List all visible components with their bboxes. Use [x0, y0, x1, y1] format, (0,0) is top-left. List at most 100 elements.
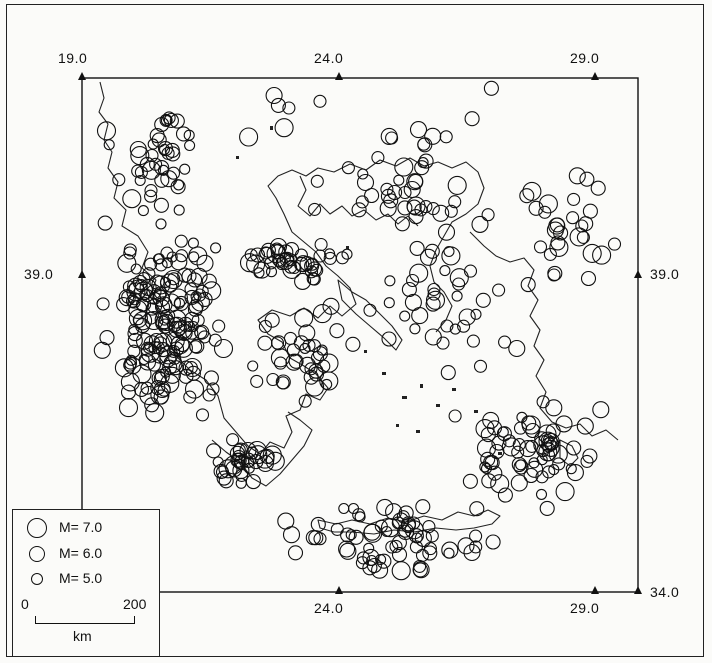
epicenter-circle [580, 270, 597, 287]
epicenter-circle [114, 358, 134, 378]
epicenter-circle [555, 482, 575, 502]
epicenter-circle [135, 298, 149, 312]
epicenter-circle [470, 308, 482, 320]
epicenter-circle [118, 398, 139, 418]
epicenter-circle [520, 277, 536, 293]
epicenter-circle [248, 445, 268, 465]
epicenter-circle [391, 535, 407, 551]
epicenter-circle [592, 401, 610, 419]
epicenter-circle [590, 180, 606, 196]
legend-label-m6: M= 6.0 [59, 545, 103, 561]
epicenter-circle [357, 168, 369, 180]
epicenter-circle [218, 473, 234, 489]
tick-marker [591, 586, 599, 594]
epicenter-circle [329, 323, 345, 339]
epicenter-circle [371, 561, 389, 579]
epicenter-circle [545, 399, 563, 417]
epicenter-circle [535, 488, 548, 500]
epicenter-circle [424, 243, 440, 259]
epicenter-circle [118, 289, 136, 307]
epicenter-circle [341, 161, 355, 175]
epicenter-circle [134, 318, 151, 334]
epicenter-circle [157, 141, 174, 157]
epicenter-circle [404, 293, 422, 311]
epicenter-circle [345, 529, 357, 541]
epicenter-circle [193, 288, 207, 302]
epicenter-circle [463, 264, 478, 278]
epicenter-circle [548, 464, 560, 476]
epicenter-circle [393, 174, 405, 186]
epicenter-circle [457, 319, 471, 333]
epicenter-circle [265, 451, 285, 471]
epicenter-circle [394, 216, 410, 232]
epicenter-circle [279, 251, 295, 267]
epicenter-circle [174, 234, 188, 248]
epicenter-circle [427, 282, 441, 297]
epicenter-circle [313, 94, 327, 108]
lat-label-39-left: 39.0 [24, 266, 54, 282]
epicenter-circle [175, 126, 192, 142]
epicenter-circle [406, 273, 420, 288]
epicenter-circle [394, 157, 414, 177]
lon-label-24-top: 24.0 [314, 50, 344, 66]
tick-marker [591, 72, 599, 80]
epicenter-circle [196, 254, 214, 272]
epicenter-circle [274, 118, 294, 138]
epicenter-circle [469, 540, 483, 554]
epicenter-circle [519, 188, 535, 204]
epicenter-circle [167, 344, 181, 358]
epicenter-circle [391, 547, 408, 563]
epicenter-circle [175, 249, 189, 263]
epicenter-circle [173, 319, 193, 340]
epicenter-circle [123, 246, 137, 260]
epicenter-circle [187, 237, 199, 249]
epicenter-circle [184, 139, 196, 152]
epicenter-circle [441, 246, 461, 266]
epicenter-circle [142, 267, 156, 281]
epicenter-circle [202, 388, 216, 402]
epicenter-circle [351, 202, 367, 218]
epicenter-circle [462, 473, 478, 489]
epicenter-circle [545, 423, 561, 439]
epicenter-circle [123, 356, 138, 370]
epicenter-circle [383, 297, 395, 309]
epicenter-circle [555, 415, 573, 433]
euboea-coast [337, 279, 403, 351]
epicenter-circle [463, 543, 481, 562]
epicenter-circle [314, 237, 328, 252]
epicenter-circle [305, 530, 321, 546]
epicenter-circle [566, 464, 584, 482]
island [474, 410, 478, 413]
epicenter-circle [355, 556, 369, 570]
epicenter-circle [250, 374, 264, 388]
epicenter-circle [282, 526, 301, 544]
epicenter-circle [322, 297, 340, 315]
epicenter-circle [408, 209, 424, 225]
epicenter-circle [397, 200, 413, 216]
epicenter-circle [258, 319, 272, 333]
epicenter-circle [148, 291, 162, 305]
legend-label-m7: M= 7.0 [59, 519, 103, 535]
island [416, 430, 420, 433]
epicenter-circle [265, 266, 278, 278]
epicenter-circle [549, 237, 569, 257]
epicenter-circle [340, 527, 356, 543]
epicenter-circle [374, 519, 388, 533]
legend-item-m6: M= 6.0 [13, 542, 159, 566]
epicenter-circle [356, 551, 370, 565]
epicenter-circle [213, 463, 229, 479]
epicenter-circle [308, 363, 324, 379]
epicenter-circle [154, 258, 168, 272]
epicenter-circle [401, 281, 417, 298]
epicenter-circle [316, 344, 328, 356]
epicenter-circle [466, 334, 480, 348]
epicenter-circle [366, 554, 378, 567]
epicenter-circle [582, 448, 598, 464]
epicenter-circle [235, 477, 247, 489]
epicenter-circle [150, 379, 166, 396]
epicenter-circle [163, 269, 183, 290]
epicenter-circle [354, 511, 366, 523]
epicenter-circle [566, 440, 582, 456]
epicenter-circle [139, 385, 159, 406]
